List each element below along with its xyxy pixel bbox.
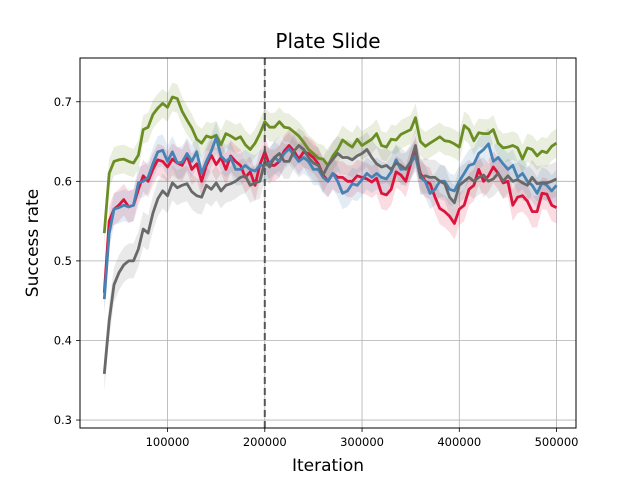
x-tick-label: 500000 (535, 435, 579, 449)
series-band-2 (104, 121, 557, 315)
x-axis-label: Iteration (292, 456, 364, 476)
series-band-1 (104, 129, 557, 309)
y-axis-label: Success rate (23, 189, 43, 297)
plot-area-frame (80, 58, 576, 428)
chart-title: Plate Slide (275, 29, 380, 53)
y-tick-label: 0.3 (54, 413, 72, 427)
x-tick-label: 400000 (437, 435, 481, 449)
series-line-2 (102, 136, 558, 300)
x-tick-label: 200000 (243, 435, 287, 449)
plot-border (79, 57, 577, 429)
y-tick-label: 0.6 (54, 174, 72, 188)
series-line-3 (102, 144, 558, 375)
x-tick-label: 300000 (340, 435, 384, 449)
series-lines (102, 95, 558, 375)
series-band-0 (104, 82, 557, 248)
y-tick-label: 0.4 (54, 333, 72, 347)
y-tick-label: 0.5 (54, 254, 72, 268)
y-axis-ticks: 0.3 0.4 0.5 0.6 0.7 (54, 95, 80, 427)
y-tick-label: 0.7 (54, 95, 72, 109)
confidence-bands (104, 82, 557, 392)
grid (80, 58, 576, 428)
x-axis-ticks: 100000 200000 300000 400000 500000 (146, 428, 579, 449)
x-tick-label: 100000 (146, 435, 190, 449)
series-band-3 (104, 128, 557, 392)
